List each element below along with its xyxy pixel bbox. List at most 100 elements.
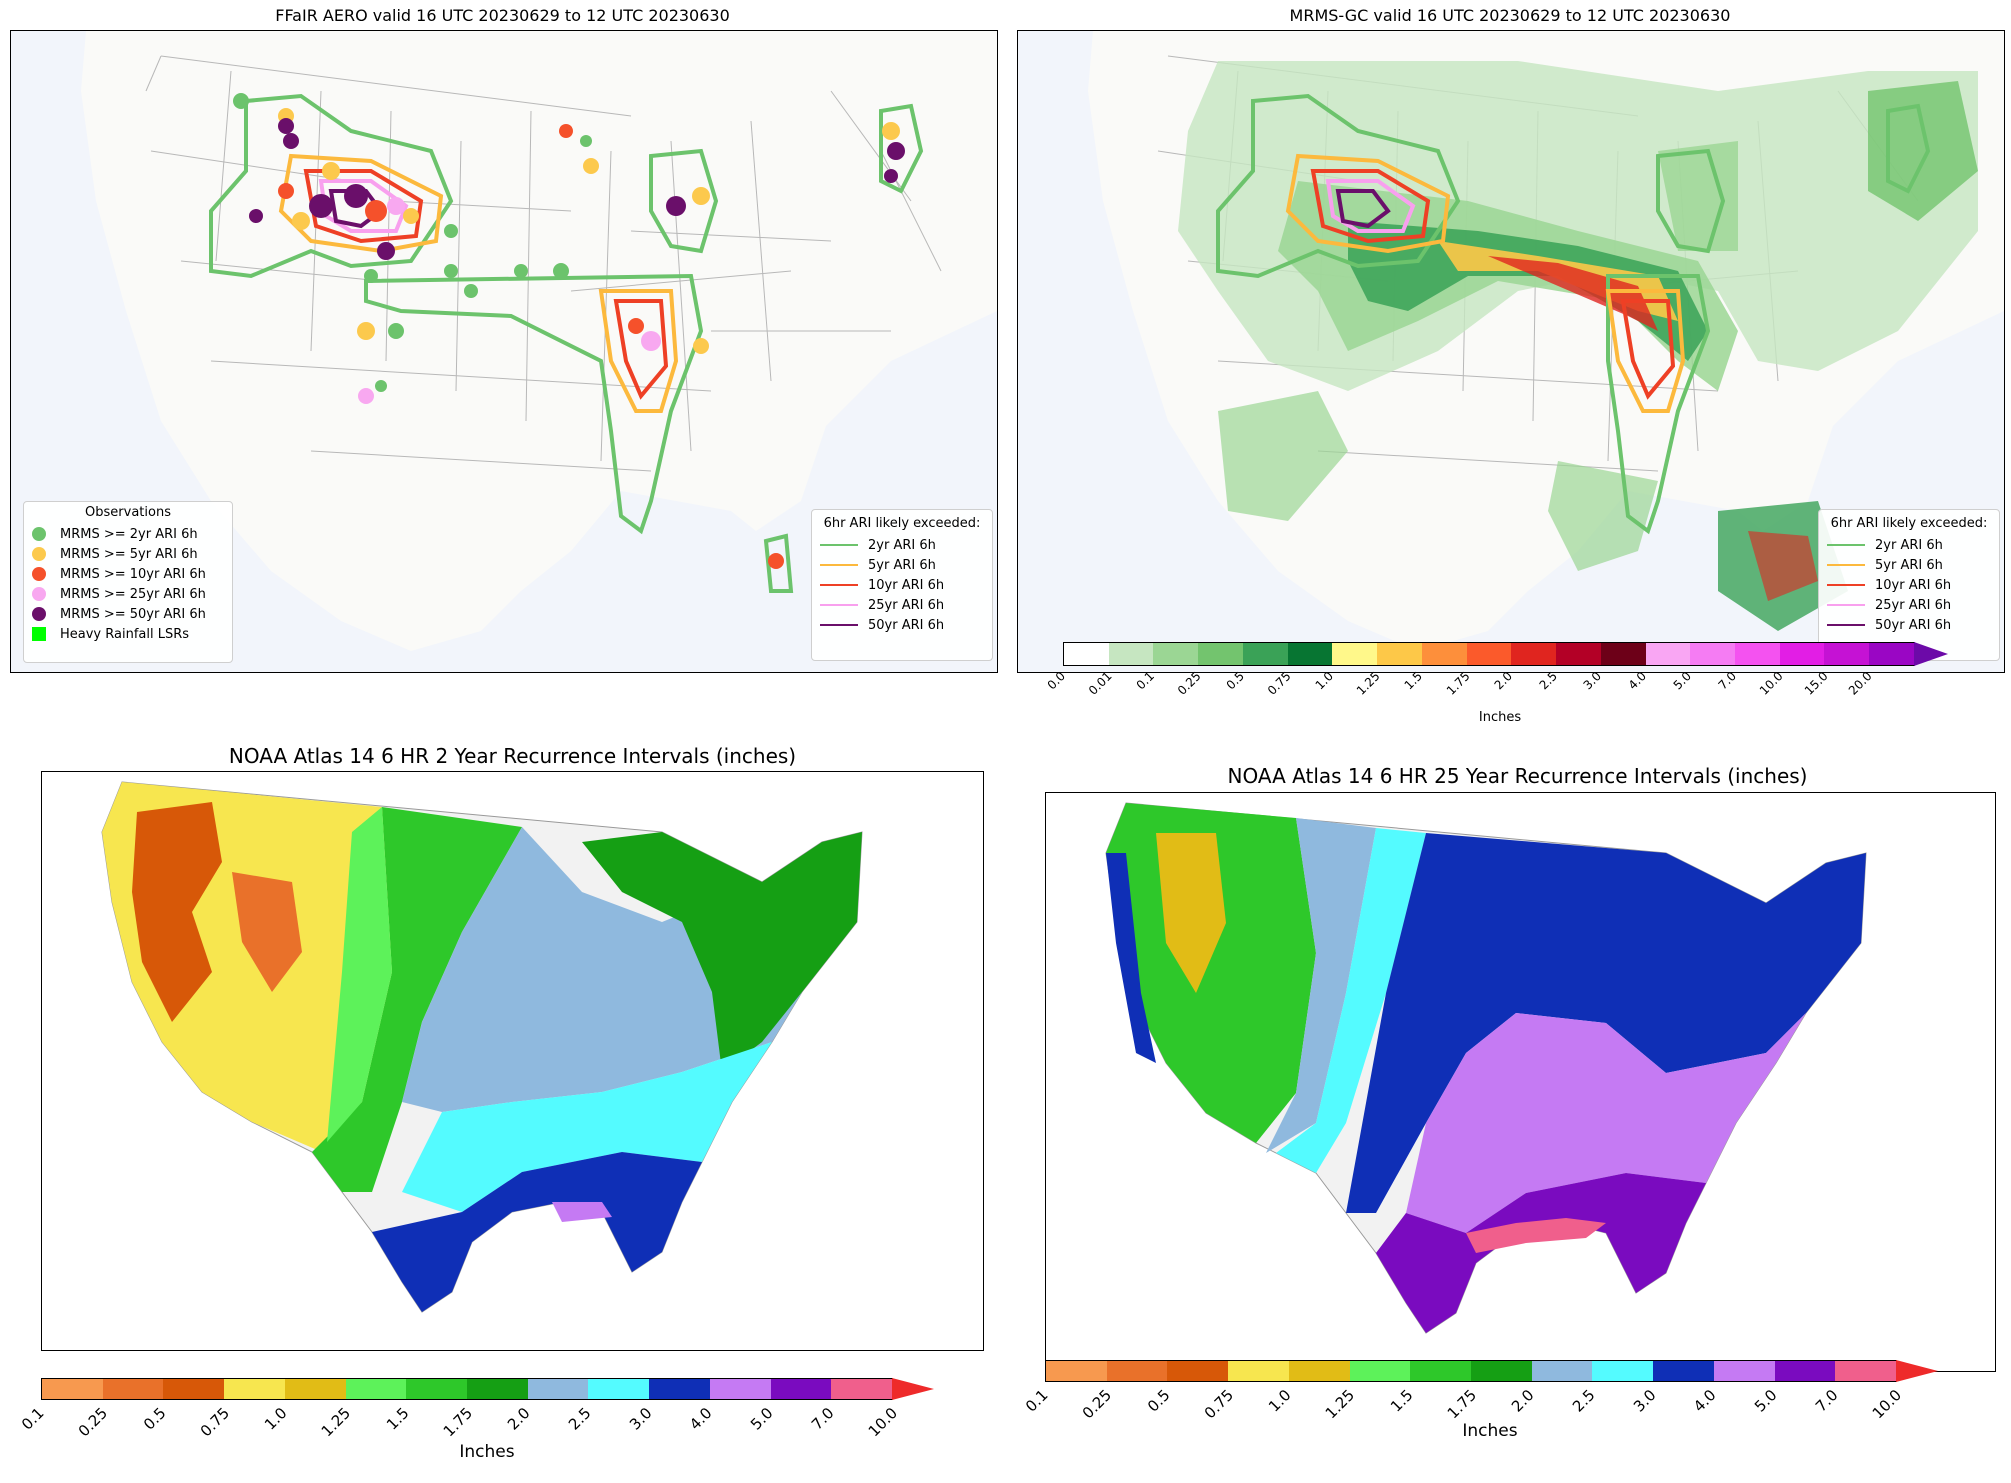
- colorbar-cell: [1421, 643, 1467, 665]
- colorbar-tick-label: 1.25: [1354, 669, 1383, 698]
- colorbar-tick-label: 2.5: [564, 1404, 595, 1434]
- colorbar-cell: [1735, 643, 1780, 665]
- legend-swatch: [820, 564, 858, 566]
- colorbar-cell: [1774, 1361, 1836, 1381]
- legend-swatch: [1827, 544, 1865, 546]
- colorbar-cell: [406, 1379, 468, 1399]
- contour-5yr: [278, 153, 444, 254]
- colorbar-atlas14-25yr: [1045, 1360, 1897, 1382]
- colorbar-tick-label: 0.1: [18, 1404, 48, 1434]
- colorbar-arrow: [1914, 642, 1948, 666]
- region-northeast-green: [582, 832, 862, 1072]
- contour-25yr: [1325, 179, 1416, 233]
- colorbar-cell: [1228, 1361, 1289, 1381]
- legend-swatch: [820, 584, 858, 586]
- legend-swatch: [32, 607, 46, 621]
- colorbar-tick-label: 3.0: [1629, 1386, 1660, 1416]
- colorbar-tick-label: 0.01: [1085, 669, 1115, 698]
- legend-label: 2yr ARI 6h: [1875, 537, 1943, 553]
- contour-2yr: [879, 103, 924, 194]
- legend-item: 25yr ARI 6h: [1819, 595, 1999, 615]
- colorbar-tick-label: 0.25: [75, 1404, 112, 1441]
- legend-label: 25yr ARI 6h: [868, 597, 945, 613]
- colorbar-cell: [467, 1379, 528, 1399]
- colorbar-cell: [1592, 1361, 1654, 1381]
- colorbar-cell: [1153, 643, 1199, 665]
- legend-swatch: [1827, 624, 1865, 626]
- legend-swatch: [32, 527, 46, 541]
- contour-5yr: [1605, 289, 1686, 413]
- contour-5yr: [1285, 153, 1451, 254]
- map-atlas14-25yr: [1045, 792, 1996, 1372]
- map-canvas: [1105, 802, 1867, 1334]
- colorbar-tick-label: 0.5: [139, 1404, 170, 1434]
- colorbar-cell: [1824, 643, 1870, 665]
- colorbar-cell: [1106, 1361, 1168, 1381]
- legend-label: 10yr ARI 6h: [868, 577, 945, 593]
- region-southeast-purple: [1406, 1013, 1806, 1233]
- region-gulf-blue: [372, 1152, 702, 1312]
- colorbar-tick-label: 2.0: [1508, 1386, 1538, 1416]
- colorbar-cell: [1690, 643, 1736, 665]
- colorbar-cell: [1046, 1361, 1107, 1381]
- region-southeast-cyan: [402, 1042, 772, 1212]
- colorbar-tick-label: 0.25: [1079, 1386, 1116, 1423]
- map-ffair-aero: Observations MRMS >= 2yr ARI 6h MRMS >= …: [10, 30, 998, 673]
- colorbar-tick-label: 1.75: [1443, 1386, 1480, 1423]
- colorbar-cell: [1332, 643, 1378, 665]
- legend-label: 5yr ARI 6h: [868, 557, 936, 573]
- colorbar-label: Inches: [1478, 710, 1522, 725]
- contour-2yr: [763, 533, 794, 593]
- legend-swatch: [1827, 604, 1865, 606]
- legend-swatch: [820, 544, 858, 546]
- legend-swatch: [32, 567, 46, 581]
- colorbar-label: Inches: [1462, 1421, 1518, 1441]
- colorbar-cell: [284, 1379, 346, 1399]
- region-gulf-darkpurple: [1376, 1173, 1706, 1333]
- legend-label: MRMS >= 5yr ARI 6h: [60, 546, 198, 562]
- legend-item: 10yr ARI 6h: [812, 575, 992, 595]
- colorbar-tick-label: 1.75: [1443, 669, 1473, 698]
- legend-label: 50yr ARI 6h: [1875, 617, 1952, 633]
- legend-title: 6hr ARI likely exceeded:: [823, 516, 981, 531]
- region-west-coast: [1106, 853, 1156, 1063]
- colorbar-tick-label: 1.5: [1386, 1386, 1417, 1416]
- colorbar-cell: [831, 1379, 893, 1399]
- colorbar-tick-label: 0.1: [1022, 1386, 1052, 1416]
- contour-10yr: [1310, 169, 1431, 244]
- contour-2yr: [649, 148, 719, 254]
- panel-atlas14-2yr: NOAA Atlas 14 6 HR 2 Year Recurrence Int…: [0, 740, 1005, 1483]
- panel-ffair-aero: FFaIR AERO valid 16 UTC 20230629 to 12 U…: [0, 0, 1005, 700]
- colorbar-tick-label: 5.0: [1750, 1386, 1781, 1416]
- legend-label: MRMS >= 10yr ARI 6h: [60, 566, 206, 582]
- region-coast-purple: [552, 1202, 612, 1222]
- contour-2yr: [1606, 274, 1711, 535]
- colorbar-cell: [1108, 643, 1154, 665]
- state-borders: [145, 55, 942, 472]
- contour-2yr: [1656, 148, 1726, 254]
- contour-2yr: [1886, 103, 1931, 194]
- colorbar-cell: [1410, 1361, 1472, 1381]
- colorbar-cell: [224, 1379, 285, 1399]
- legend-swatch: [32, 587, 46, 601]
- legend-label: 10yr ARI 6h: [1875, 577, 1952, 593]
- contour-10yr: [613, 299, 669, 400]
- colorbar-cell: [1645, 643, 1691, 665]
- colorbar-cell: [1531, 1361, 1593, 1381]
- region-west-green: [1106, 803, 1316, 1143]
- legend-label: 2yr ARI 6h: [868, 537, 936, 553]
- legend-label: 50yr ARI 6h: [868, 617, 945, 633]
- colorbar-cell: [1713, 1361, 1775, 1381]
- legend-item: MRMS >= 10yr ARI 6h: [24, 564, 232, 584]
- colorbar-cell: [1198, 643, 1243, 665]
- colorbar-cell: [1287, 643, 1333, 665]
- colorbar-cell: [1835, 1361, 1897, 1381]
- legend-swatch: [32, 627, 46, 641]
- legend-swatch: [820, 604, 858, 606]
- colorbar-cell: [1556, 643, 1601, 665]
- colorbar-arrow: [1896, 1360, 1938, 1382]
- panel-atlas14-25yr: NOAA Atlas 14 6 HR 25 Year Recurrence In…: [1005, 740, 2011, 1483]
- colorbar-tick-label: 0.5: [1143, 1386, 1174, 1416]
- colorbar-cell: [1064, 643, 1109, 665]
- colorbar-tick-label: 5.0: [746, 1404, 777, 1434]
